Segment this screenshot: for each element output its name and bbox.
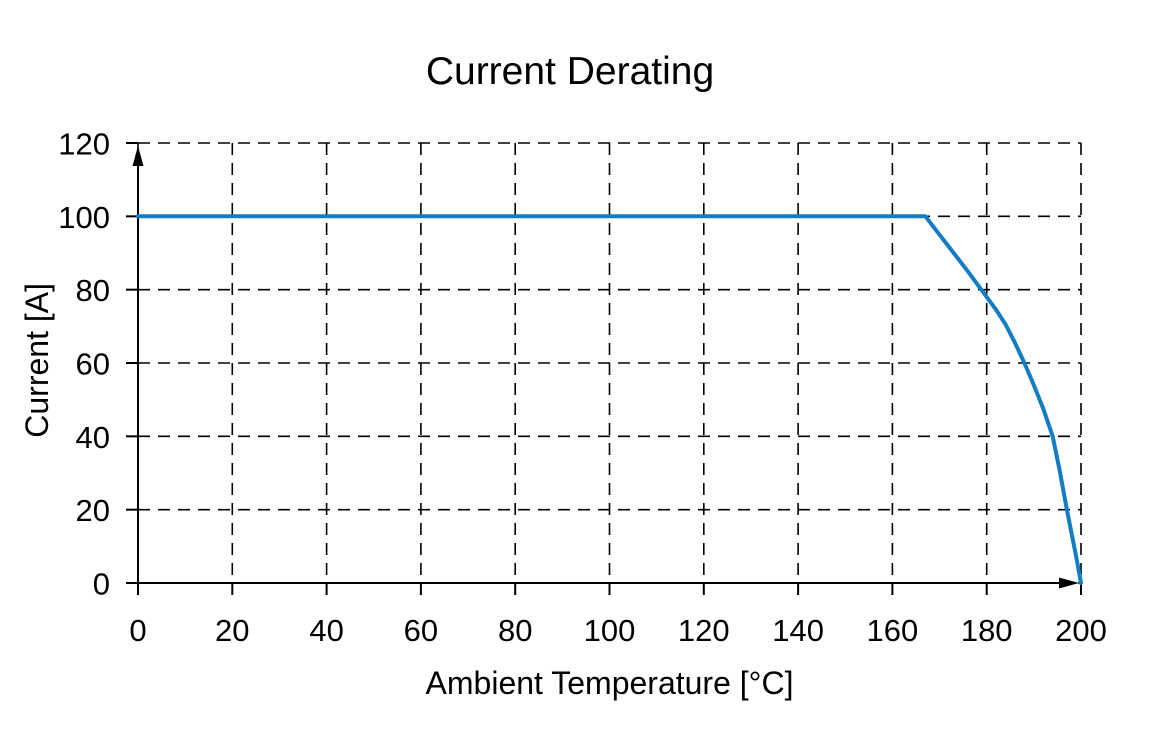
x-tick-label: 120 bbox=[678, 613, 730, 648]
x-tick-label: 20 bbox=[215, 613, 249, 648]
series-line bbox=[136, 214, 1083, 585]
x-axis-arrow-icon bbox=[1059, 577, 1079, 589]
y-tick-label: 100 bbox=[58, 200, 110, 235]
x-tick-label: 60 bbox=[404, 613, 438, 648]
x-tick-label: 200 bbox=[1055, 613, 1107, 648]
y-axis-arrow-icon bbox=[132, 146, 144, 166]
x-tick-label: 180 bbox=[961, 613, 1013, 648]
x-tick-label: 100 bbox=[584, 613, 636, 648]
x-tick-label: 140 bbox=[772, 613, 824, 648]
x-tick-label: 40 bbox=[309, 613, 343, 648]
x-tick-label: 80 bbox=[498, 613, 532, 648]
y-tick-label: 0 bbox=[93, 567, 110, 602]
y-tick-label: 20 bbox=[76, 493, 110, 528]
y-tick-label: 80 bbox=[76, 273, 110, 308]
y-tick-label: 60 bbox=[76, 347, 110, 382]
y-tick-label: 40 bbox=[76, 420, 110, 455]
chart-title: Current Derating bbox=[425, 50, 715, 93]
x-tick-label: 160 bbox=[867, 613, 919, 648]
x-axis-title: Ambient Temperature [°C] bbox=[425, 665, 794, 701]
x-tick-label: 0 bbox=[129, 613, 146, 648]
y-axis-title: Current [A] bbox=[19, 283, 55, 438]
y-tick-label: 120 bbox=[58, 127, 110, 162]
